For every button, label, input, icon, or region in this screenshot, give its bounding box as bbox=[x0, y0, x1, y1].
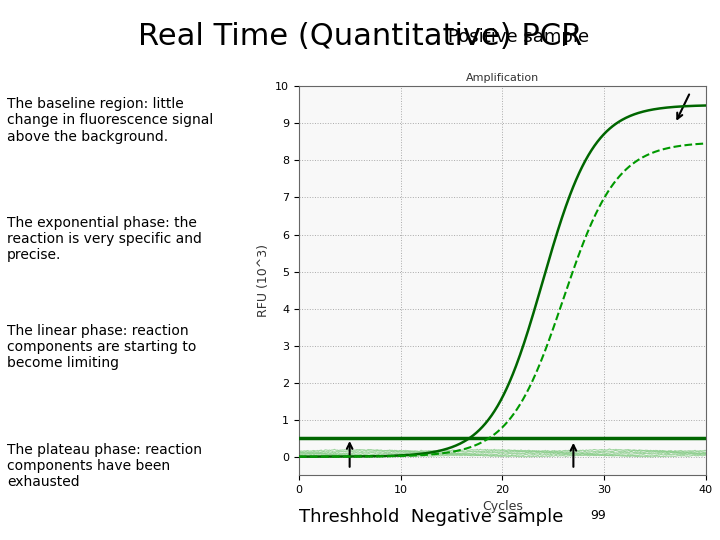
Text: The exponential phase: the
reaction is very specific and
precise.: The exponential phase: the reaction is v… bbox=[7, 216, 202, 262]
Text: Threshhold  Negative sample: Threshhold Negative sample bbox=[299, 509, 563, 526]
Text: The plateau phase: reaction
components have been
exhausted: The plateau phase: reaction components h… bbox=[7, 443, 202, 489]
Text: 99: 99 bbox=[590, 509, 606, 522]
Y-axis label: RFU (10^3): RFU (10^3) bbox=[256, 244, 269, 318]
Title: Amplification: Amplification bbox=[466, 73, 539, 83]
Text: Positive sample: Positive sample bbox=[448, 28, 589, 46]
Text: Real Time (Quantitative) PCR: Real Time (Quantitative) PCR bbox=[138, 22, 582, 51]
Text: The linear phase: reaction
components are starting to
become limiting: The linear phase: reaction components ar… bbox=[7, 324, 197, 370]
Text: The baseline region: little
change in fluorescence signal
above the background.: The baseline region: little change in fl… bbox=[7, 97, 213, 144]
X-axis label: Cycles: Cycles bbox=[482, 501, 523, 514]
